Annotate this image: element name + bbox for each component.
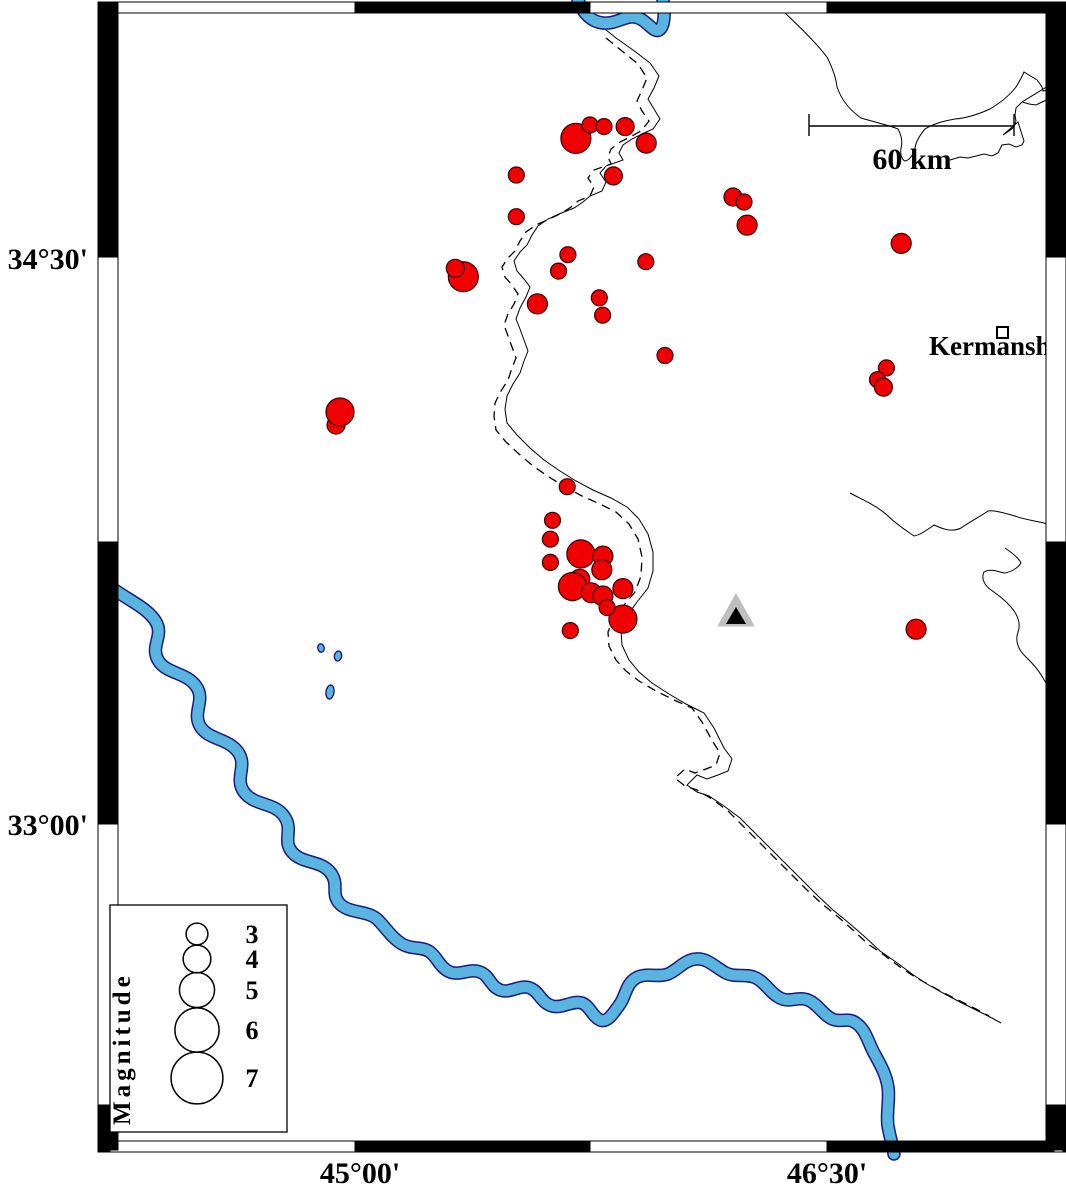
svg-text:34°30': 34°30': [8, 243, 88, 276]
svg-text:60 km: 60 km: [872, 143, 951, 176]
svg-text:Kermanshah: Kermanshah: [929, 331, 1066, 361]
svg-text:7: 7: [246, 1064, 259, 1093]
svg-text:33°00': 33°00': [8, 809, 88, 842]
svg-text:6: 6: [246, 1016, 259, 1045]
svg-text:45°00': 45°00': [320, 1157, 400, 1190]
svg-text:Magnitude: Magnitude: [109, 972, 136, 1125]
svg-text:46°30': 46°30': [787, 1157, 867, 1190]
svg-text:4: 4: [246, 945, 259, 974]
svg-text:5: 5: [246, 976, 259, 1005]
